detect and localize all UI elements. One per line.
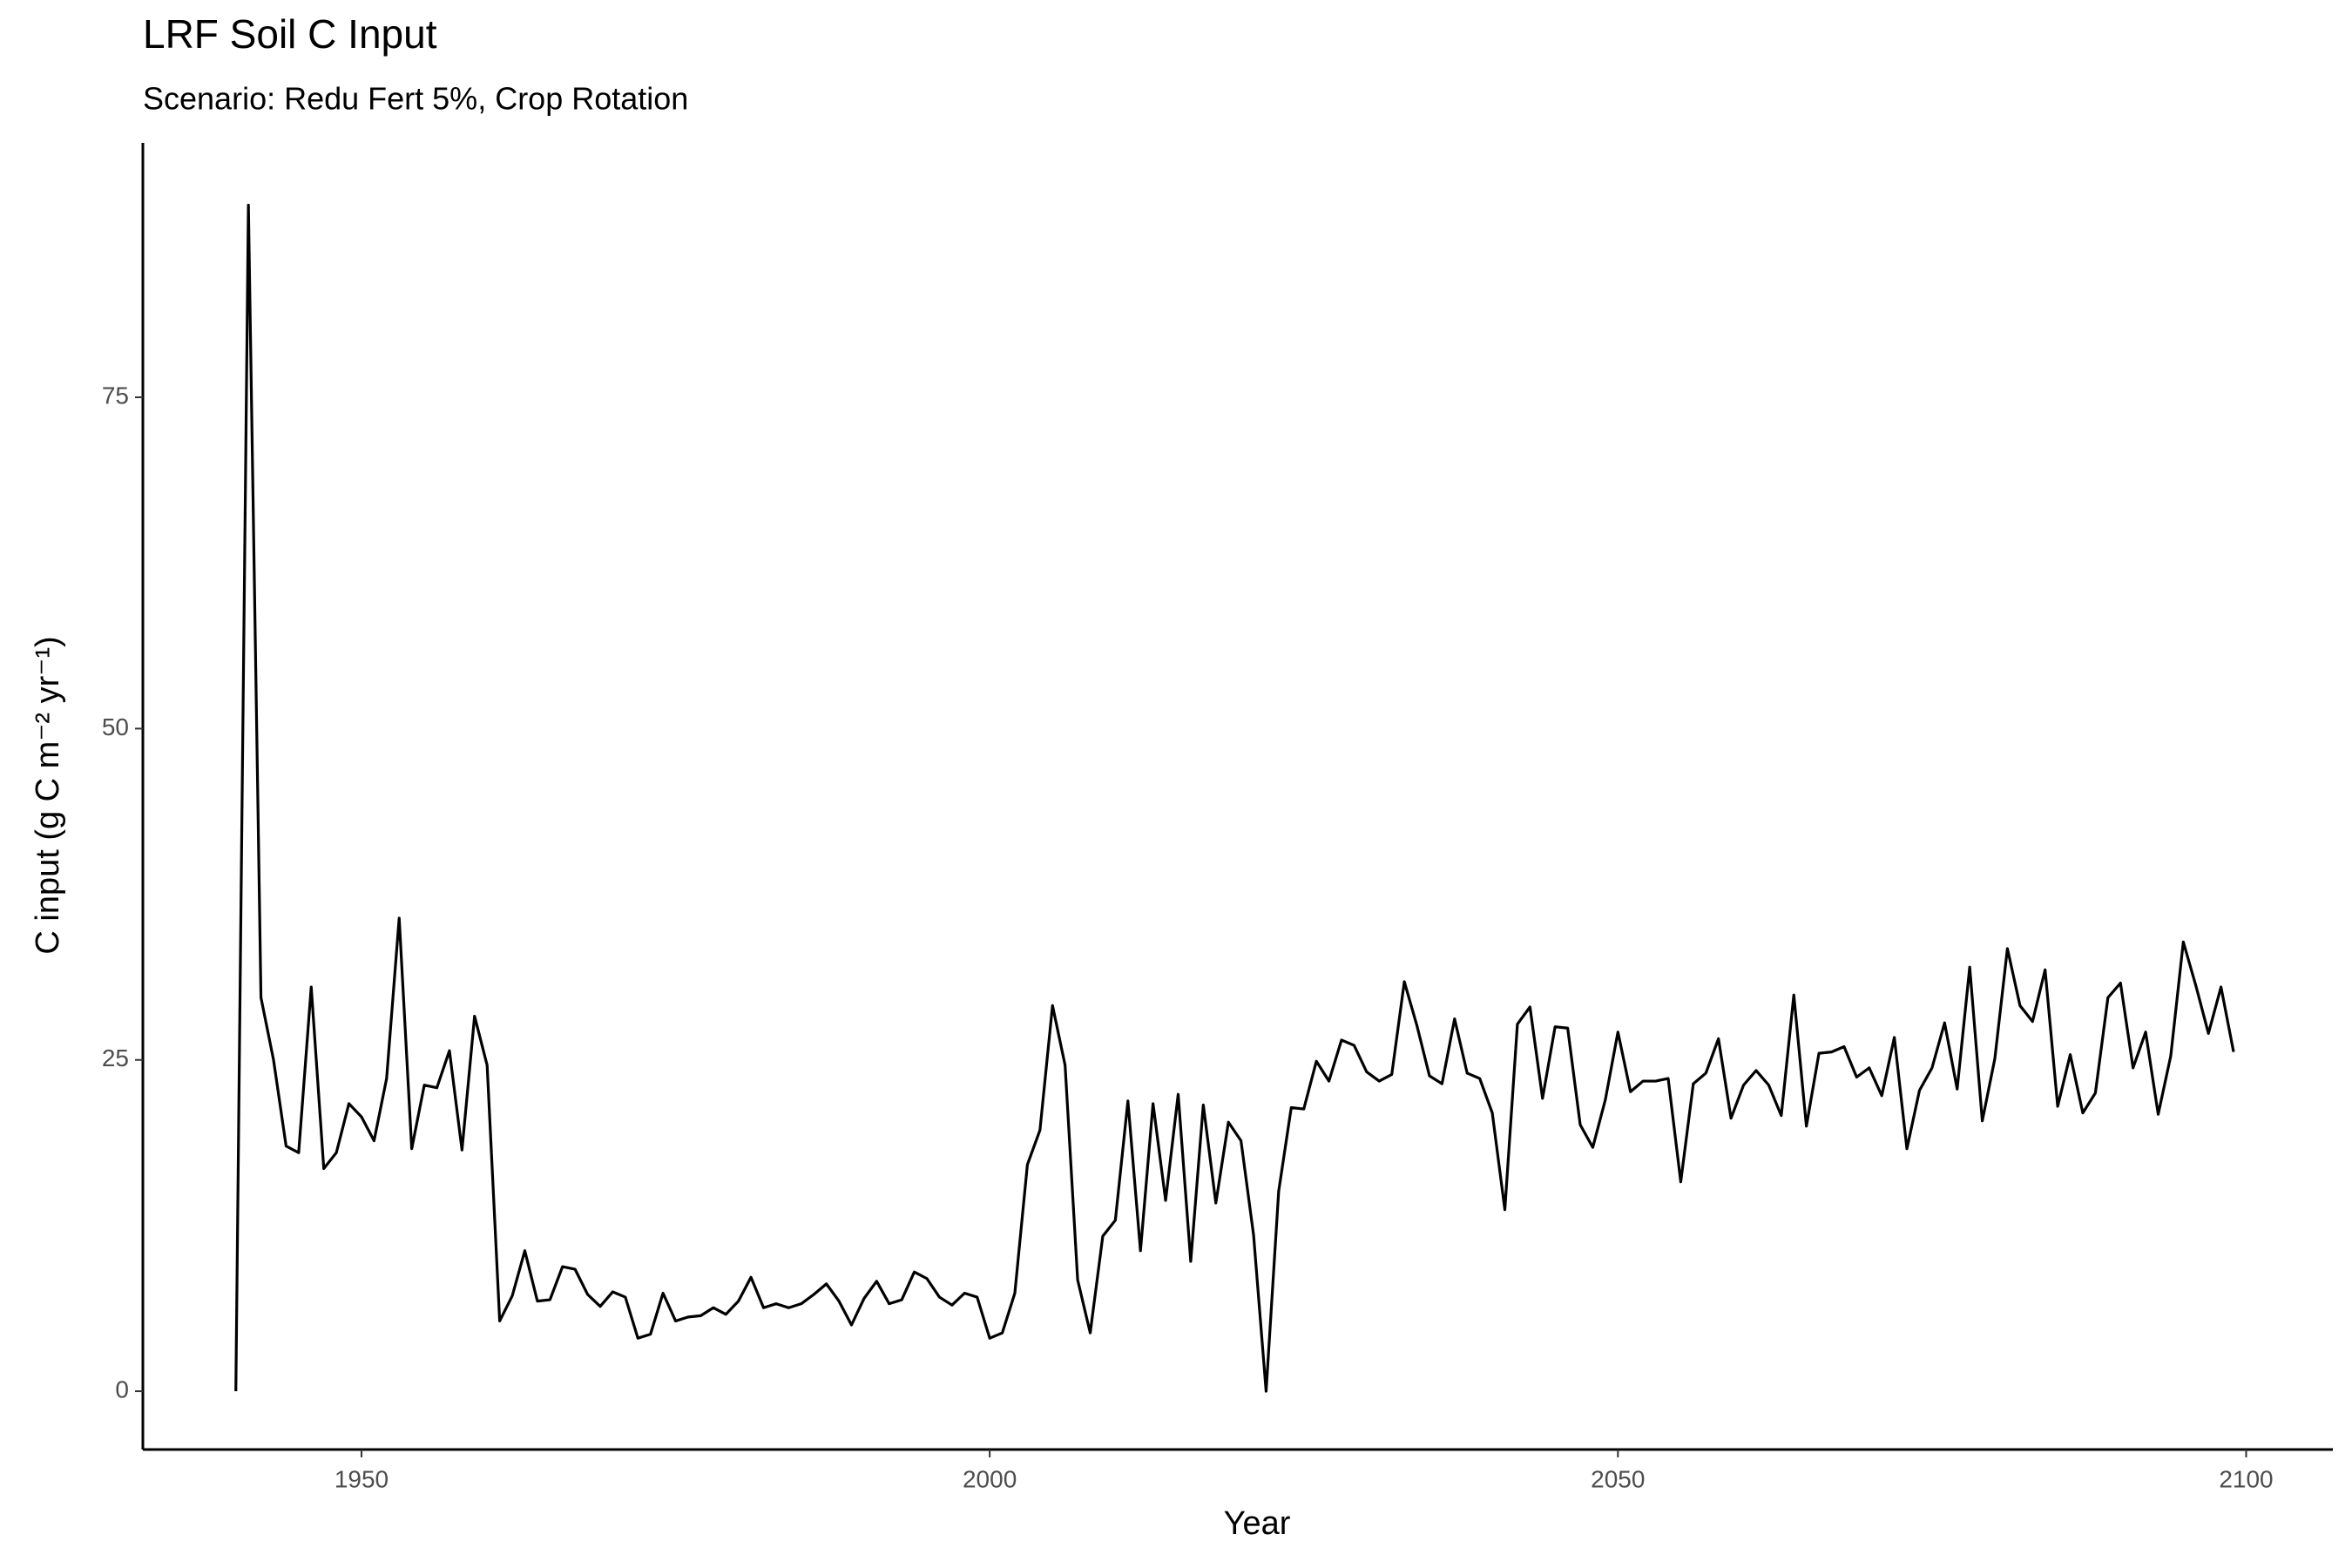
x-tick-label: 2100 xyxy=(2219,1465,2273,1492)
y-axis-title: C input (g C m⁻² yr⁻¹) xyxy=(30,636,66,954)
y-tick-label: 50 xyxy=(102,713,129,740)
x-tick-label: 2050 xyxy=(1591,1465,1645,1492)
y-tick-label: 75 xyxy=(102,382,129,409)
chart-subtitle: Scenario: Redu Fert 5%, Crop Rotation xyxy=(143,81,688,117)
y-tick-label: 25 xyxy=(102,1044,129,1071)
data-line xyxy=(234,203,2235,1393)
y-tick-label: 0 xyxy=(115,1375,129,1402)
x-axis-title: Year xyxy=(1224,1505,1291,1542)
x-tick-label: 2000 xyxy=(963,1465,1017,1492)
chart-title: LRF Soil C Input xyxy=(143,11,437,57)
x-tick-label: 1950 xyxy=(335,1465,389,1492)
